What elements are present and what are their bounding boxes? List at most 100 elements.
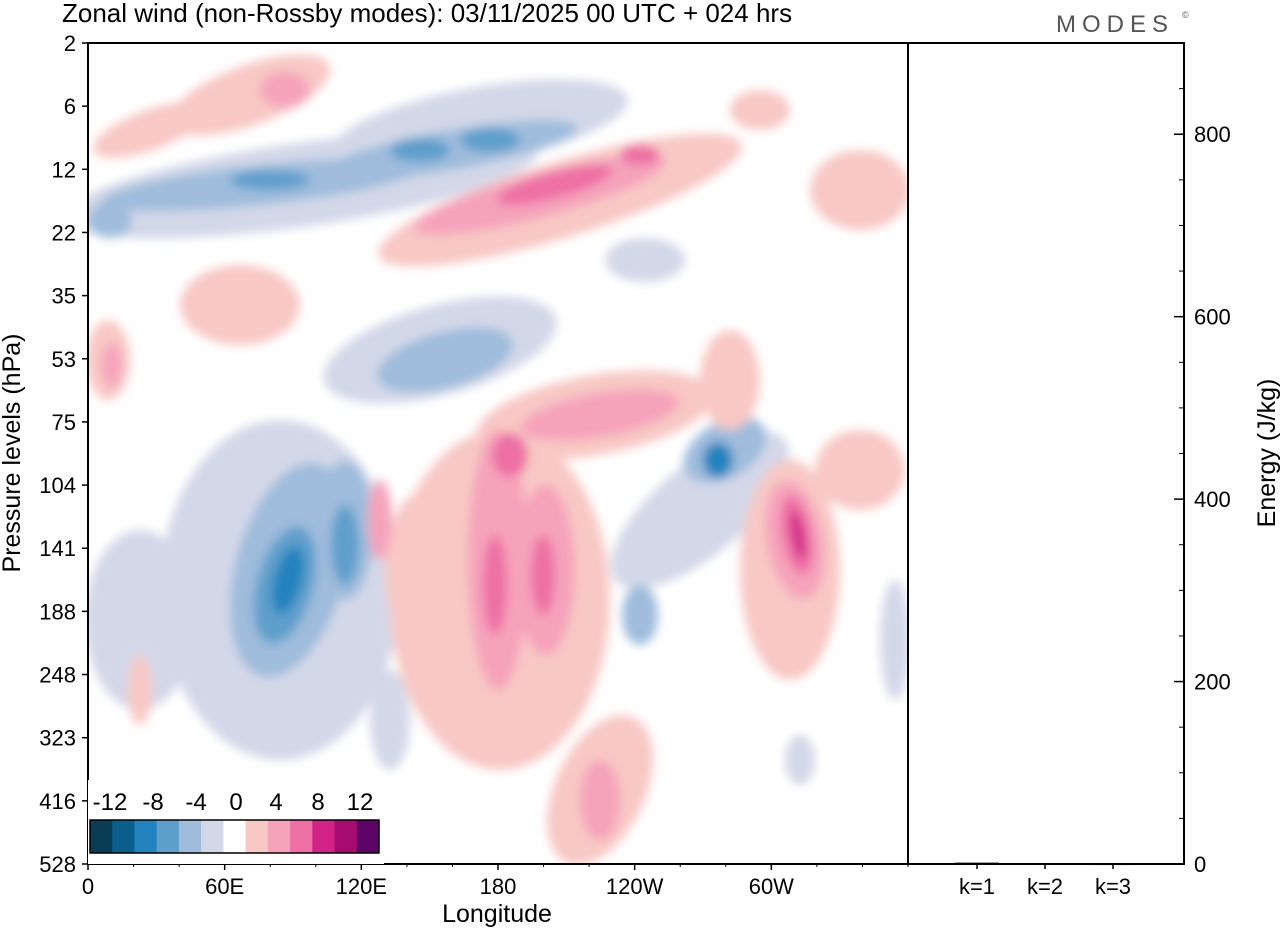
longitude-tick-label: 120E <box>336 874 387 899</box>
pos-east-lower-peak <box>790 510 806 560</box>
pos-east-mid <box>700 330 760 430</box>
pos-west-edge-core <box>102 343 122 387</box>
colorbar-tick-label: 0 <box>229 789 242 816</box>
colorbar-tick-label: -4 <box>185 789 206 816</box>
neg-east-core <box>703 442 733 478</box>
colorbar-cell <box>178 820 202 853</box>
logo-text: MODES <box>1056 11 1174 38</box>
energy-frame <box>907 42 1185 865</box>
pos-lower-top <box>492 433 528 477</box>
colorbar-tick-label: 4 <box>269 789 282 816</box>
colorbar-tick-label: 12 <box>347 789 374 816</box>
pos-top-east <box>730 90 790 130</box>
pressure-tick-label: 2 <box>64 31 76 56</box>
pos-jet-3 <box>496 165 614 205</box>
longitude-tick-label: 120W <box>606 874 664 899</box>
neg-jet-core-3 <box>230 170 310 190</box>
energy-bars: k=1 k=2 k=3 <box>955 862 1135 899</box>
neg-east-lower <box>622 585 658 645</box>
colorbar-tick-label: -12 <box>93 789 128 816</box>
colorbar-cell <box>156 820 180 853</box>
energy-tick-label: 600 <box>1194 305 1231 330</box>
pos-lower-left <box>385 490 465 650</box>
heatmap-plot <box>87 42 909 865</box>
energy-tick-label: 400 <box>1194 487 1231 512</box>
pressure-tick-label: 323 <box>39 726 76 751</box>
energy-tick-label: 0 <box>1194 852 1206 877</box>
energy-bar <box>1023 863 1067 865</box>
colorbar-cell <box>290 820 313 853</box>
pos-top-1b <box>93 102 207 158</box>
pressure-tick-label: 188 <box>39 599 76 624</box>
energy-bar <box>955 862 999 865</box>
energy-tick-label: 200 <box>1194 670 1231 695</box>
neg-bottom-east <box>785 735 815 785</box>
colorbar-cell <box>356 820 380 853</box>
neg-bottom-center <box>370 670 410 770</box>
pos-east-right <box>815 430 905 510</box>
colorbar-cell <box>312 820 335 853</box>
x-axis-label: Longitude <box>442 900 552 928</box>
pressure-tick-label: 22 <box>52 220 76 245</box>
colorbar-labels: -12 -8 -4 0 4 8 12 <box>93 789 374 816</box>
pos-jet-4 <box>620 145 660 165</box>
longitude-tick-label: 180 <box>480 874 517 899</box>
pos-lower-left-core <box>368 480 392 560</box>
neg-mid-band-core <box>376 327 514 393</box>
longitude-tick-label: 60E <box>205 874 244 899</box>
colorbar: -12 -8 -4 0 4 8 12 <box>88 780 384 864</box>
colorbar-cell <box>201 820 224 853</box>
colorbar-cell <box>134 820 158 853</box>
longitude-axis: 0 60E 120E 180 120W 60W <box>82 864 909 899</box>
neg-lower-core-2 <box>331 505 359 585</box>
pos-west-lower <box>128 655 152 725</box>
colorbar-cell <box>223 820 247 853</box>
pressure-tick-label: 141 <box>39 536 76 561</box>
energy-panel <box>907 42 1185 865</box>
longitude-tick-label: 60W <box>749 874 794 899</box>
neg-lower-west <box>88 530 195 710</box>
colorbar-cell <box>334 820 358 853</box>
energy-axis: 0 200 400 600 800 <box>1174 42 1231 877</box>
energy-tick-label: 800 <box>1194 122 1231 147</box>
pressure-tick-label: 35 <box>52 284 76 309</box>
pos-mid-band-core <box>521 389 679 441</box>
pressure-tick-label: 248 <box>39 663 76 688</box>
pressure-tick-label: 104 <box>39 473 76 498</box>
energy-category-label: k=2 <box>1027 874 1063 899</box>
pos-east-edge <box>810 150 908 230</box>
pos-top-1-core <box>260 72 310 108</box>
neg-lower-peak <box>271 545 305 615</box>
colorbar-cell <box>112 820 135 853</box>
colorbar-cell <box>267 820 291 853</box>
colorbar-cell <box>90 820 113 853</box>
longitude-tick-label: 0 <box>82 874 94 899</box>
pressure-axis: 2 6 12 22 35 53 75 104 141 188 248 323 416 528 <box>39 31 88 877</box>
colorbar-tick-label: 8 <box>311 789 324 816</box>
energy-category-label: k=3 <box>1095 874 1131 899</box>
colorbar-tick-label: -8 <box>142 789 163 816</box>
neg-west-edge <box>88 202 132 238</box>
pos-bottom-core <box>580 760 620 840</box>
pos-lower-1-core <box>483 535 507 635</box>
energy-category-label: k=1 <box>959 874 995 899</box>
colorbar-cell <box>245 820 269 853</box>
wind-contours <box>88 54 908 864</box>
pressure-tick-label: 12 <box>52 157 76 182</box>
pressure-tick-label: 75 <box>52 410 76 435</box>
colorbar-cells <box>89 819 380 854</box>
pos-mid-west <box>180 265 300 345</box>
pressure-tick-label: 528 <box>39 852 76 877</box>
logo-mark: © <box>1182 10 1189 20</box>
neg-jet-core-2 <box>460 128 520 152</box>
neg-patch-22 <box>605 238 685 282</box>
energy-axis-label: Energy (J/kg) <box>1253 379 1280 528</box>
pos-lower-2-core <box>531 535 555 615</box>
y-axis-label: Pressure levels (hPa) <box>0 334 26 573</box>
neg-east-edge <box>880 580 908 700</box>
pressure-tick-label: 53 <box>52 347 76 372</box>
neg-jet-core-1 <box>390 138 450 162</box>
modes-logo: MODES © <box>1056 10 1189 38</box>
pressure-tick-label: 6 <box>64 94 76 119</box>
